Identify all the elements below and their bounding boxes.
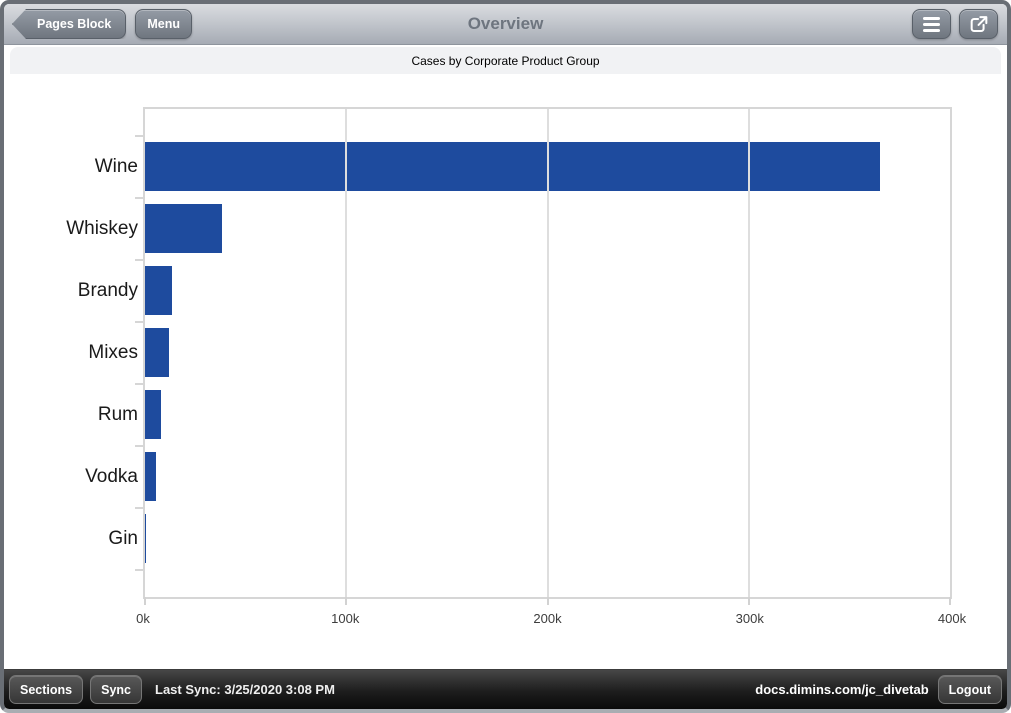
y-axis-tick [135, 321, 145, 323]
category-label-brandy: Brandy [8, 260, 138, 322]
chart-title-strip: Cases by Corporate Product Group [10, 47, 1001, 74]
x-tick-label: 300k [736, 611, 764, 626]
x-axis-tick [547, 597, 549, 605]
category-label-vodka: Vodka [8, 446, 138, 508]
y-axis-tick [135, 569, 145, 571]
hamburger-bar [923, 23, 940, 26]
nav-list-button[interactable] [912, 9, 951, 39]
bar-vodka[interactable] [145, 452, 156, 501]
bottom-toolbar: Sections Sync Last Sync: 3/25/2020 3:08 … [4, 669, 1007, 709]
last-sync-text: Last Sync: 3/25/2020 3:08 PM [155, 682, 335, 697]
toolbar-right-group [912, 9, 1007, 39]
gridline [345, 109, 347, 597]
top-toolbar: Overview Pages Block Menu [4, 4, 1007, 45]
y-axis-tick [135, 135, 145, 137]
hamburger-icon [923, 17, 940, 32]
y-axis-tick [135, 197, 145, 199]
y-axis-tick [135, 445, 145, 447]
category-label-wine: Wine [8, 136, 138, 198]
x-axis-tick [144, 597, 146, 605]
chart-container: WineWhiskeyBrandyMixesRumVodkaGin 0k 100k… [4, 74, 1007, 669]
menu-button[interactable]: Menu [135, 9, 192, 39]
sections-button[interactable]: Sections [9, 675, 83, 704]
category-label-whiskey: Whiskey [8, 198, 138, 260]
share-icon [968, 13, 990, 35]
y-axis-tick [135, 383, 145, 385]
hamburger-bar [923, 17, 940, 20]
bar-rum[interactable] [145, 390, 161, 439]
gridline [547, 109, 549, 597]
logout-button-label: Logout [949, 683, 991, 697]
x-tick-label: 400k [938, 611, 966, 626]
menu-button-label: Menu [147, 17, 180, 31]
share-button[interactable] [959, 9, 998, 39]
x-axis-tick [345, 597, 347, 605]
y-axis-tick [135, 259, 145, 261]
sections-button-label: Sections [20, 683, 72, 697]
bar-mixes[interactable] [145, 328, 169, 377]
plot-area: WineWhiskeyBrandyMixesRumVodkaGin [143, 107, 952, 599]
app-window: Overview Pages Block Menu [0, 0, 1011, 713]
gridline [748, 109, 750, 597]
x-tick-label: 200k [533, 611, 561, 626]
category-label-gin: Gin [8, 508, 138, 570]
chart-title: Cases by Corporate Product Group [411, 54, 599, 68]
bar-whiskey[interactable] [145, 204, 222, 253]
y-axis-tick [135, 507, 145, 509]
bar-gin[interactable] [145, 514, 146, 563]
pages-block-back-button[interactable]: Pages Block [12, 9, 126, 39]
bar-brandy[interactable] [145, 266, 172, 315]
x-tick-label: 0k [136, 611, 150, 626]
logout-button[interactable]: Logout [938, 675, 1002, 704]
category-label-mixes: Mixes [8, 322, 138, 384]
x-tick-label: 100k [331, 611, 359, 626]
sync-button[interactable]: Sync [90, 675, 142, 704]
x-axis: 0k100k200k300k400k [143, 605, 952, 627]
pages-block-label: Pages Block [37, 17, 111, 31]
bar-wine[interactable] [145, 142, 880, 191]
server-url-text: docs.dimins.com/jc_divetab [755, 682, 928, 697]
hamburger-bar [923, 29, 940, 32]
sync-button-label: Sync [101, 683, 131, 697]
x-axis-tick [949, 597, 951, 605]
category-label-rum: Rum [8, 384, 138, 446]
x-axis-tick [748, 597, 750, 605]
